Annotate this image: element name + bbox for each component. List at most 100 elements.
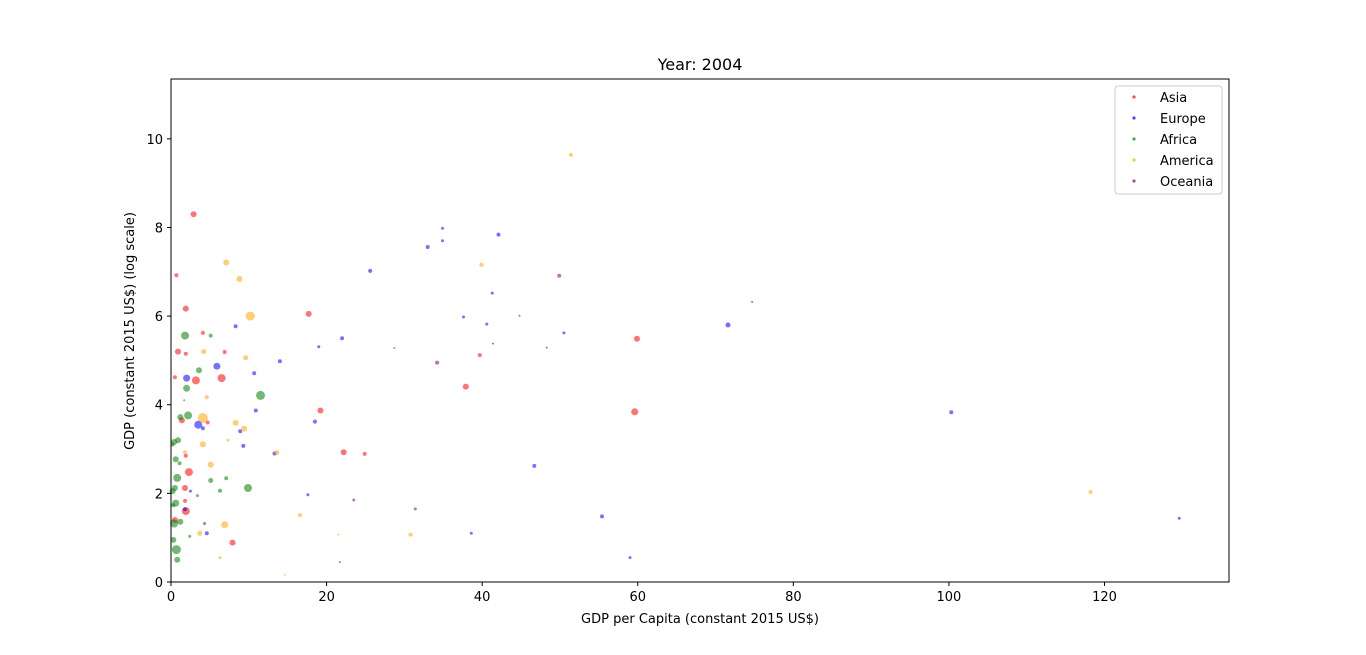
point-oceania-6	[338, 561, 341, 564]
point-asia-24	[182, 485, 188, 491]
point-europe-4	[441, 239, 444, 243]
point-europe-37	[469, 531, 473, 535]
legend-marker-asia	[1132, 95, 1136, 99]
point-africa-26	[188, 534, 192, 538]
point-america-11	[241, 425, 248, 432]
scatter-marks	[169, 152, 1181, 576]
y-tick-label: 2	[155, 487, 163, 502]
point-europe-10	[725, 322, 731, 328]
x-tick-label: 80	[785, 590, 802, 605]
y-axis-label: GDP (constant 2015 US$) (log scale)	[123, 212, 138, 450]
y-tick-label: 6	[155, 310, 163, 325]
point-asia-22	[183, 453, 188, 458]
legend-label-oceania: Oceania	[1160, 175, 1213, 190]
point-asia-21	[362, 451, 367, 456]
point-america-24	[283, 573, 286, 576]
point-europe-25	[194, 420, 203, 429]
y-tick-label: 8	[155, 221, 163, 236]
point-america-7	[243, 355, 249, 361]
legend-label-asia: Asia	[1160, 91, 1187, 106]
point-asia-12	[172, 375, 177, 380]
point-asia-19	[205, 420, 210, 425]
point-asia-25	[183, 498, 187, 503]
point-africa-7	[184, 411, 193, 420]
point-america-13	[199, 441, 206, 448]
point-america-5	[245, 311, 255, 321]
point-africa-29	[174, 556, 181, 563]
x-axis-label: GDP per Capita (constant 2015 US$)	[581, 612, 819, 627]
x-tick-label: 60	[629, 590, 646, 605]
point-africa-19	[218, 488, 222, 493]
x-tick-label: 0	[167, 590, 175, 605]
point-asia-15	[462, 383, 469, 390]
y-tick-label: 4	[155, 399, 163, 414]
legend-label-africa: Africa	[1160, 133, 1197, 148]
legend-box	[1114, 85, 1223, 195]
legend-marker-africa	[1132, 137, 1136, 141]
point-africa-14	[173, 473, 182, 482]
point-america-15	[183, 450, 187, 455]
point-africa-15	[224, 476, 229, 481]
point-europe-23	[949, 410, 954, 415]
point-europe-35	[183, 507, 187, 512]
legend-label-europe: Europe	[1160, 112, 1206, 127]
point-africa-24	[177, 518, 184, 525]
point-europe-22	[253, 408, 258, 413]
point-america-2	[223, 259, 230, 266]
point-asia-2	[174, 273, 179, 278]
point-europe-24	[312, 419, 317, 424]
point-asia-17	[631, 408, 639, 416]
point-africa-27	[170, 536, 177, 543]
x-tick-label: 120	[1092, 590, 1117, 605]
point-europe-36	[204, 531, 209, 536]
point-asia-4	[305, 310, 312, 317]
plot-frame	[170, 78, 1230, 583]
point-europe-7	[751, 300, 754, 303]
point-africa-21	[195, 494, 199, 498]
point-europe-2	[496, 232, 501, 237]
x-tick-label: 100	[937, 590, 962, 605]
point-america-22	[408, 532, 413, 537]
point-asia-9	[222, 350, 227, 354]
point-asia-8	[183, 351, 188, 356]
point-america-8	[204, 395, 209, 400]
x-tick-label: 40	[474, 590, 491, 605]
point-oceania-5	[203, 522, 206, 525]
point-asia-1	[190, 211, 197, 218]
point-asia-13	[217, 374, 226, 383]
point-europe-33	[600, 514, 604, 519]
point-europe-28	[241, 443, 246, 448]
point-europe-9	[462, 315, 465, 319]
point-asia-28	[229, 539, 236, 546]
point-africa-18	[244, 484, 252, 492]
point-europe-34	[1177, 516, 1181, 520]
point-africa-5	[256, 390, 265, 400]
legend-marker-europe	[1132, 116, 1136, 120]
point-africa-12	[172, 456, 179, 463]
point-america-3	[479, 262, 484, 267]
point-america-14	[274, 450, 280, 456]
point-europe-14	[340, 336, 345, 341]
point-europe-17	[545, 346, 548, 349]
point-america-21	[337, 533, 340, 536]
point-europe-19	[213, 362, 221, 370]
point-africa-4	[183, 384, 191, 392]
point-asia-16	[317, 407, 324, 414]
point-asia-3	[182, 305, 189, 312]
legend-marker-america	[1132, 158, 1136, 162]
point-asia-11	[393, 347, 396, 349]
point-america-17	[1088, 490, 1093, 494]
point-oceania-3	[352, 498, 356, 502]
point-america-12	[226, 438, 230, 442]
point-africa-8	[177, 414, 184, 421]
y-tick-label: 10	[146, 133, 163, 148]
point-africa-6	[183, 399, 186, 402]
point-africa-16	[208, 478, 214, 483]
point-america-10	[232, 419, 239, 426]
point-oceania-1	[557, 273, 562, 278]
point-america-4	[236, 275, 243, 282]
y-tick-label: 0	[155, 576, 163, 591]
point-america-18	[298, 513, 303, 518]
point-europe-1	[441, 226, 444, 230]
